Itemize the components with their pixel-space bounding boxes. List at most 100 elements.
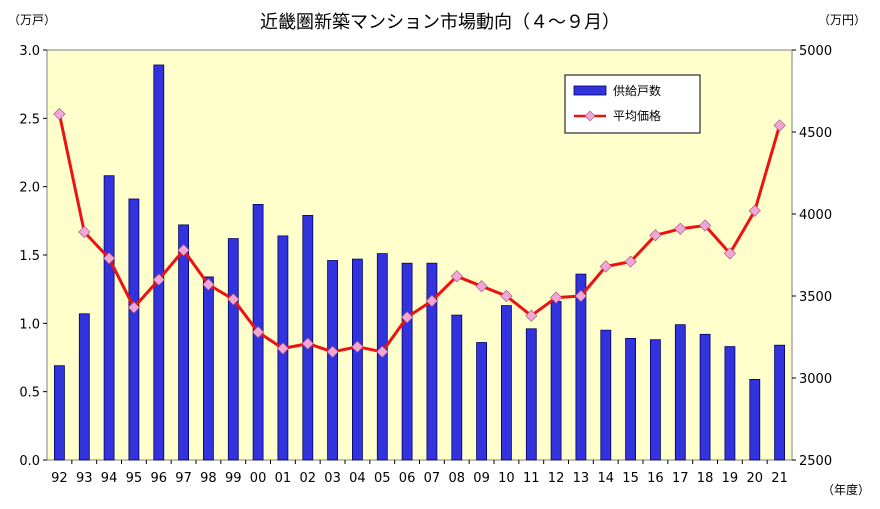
left-axis: 0.0 0.5 1.0 1.5 2.0 2.5 3.0 xyxy=(19,44,47,469)
left-tick-label: 2.5 xyxy=(19,112,40,127)
chart-title: 近畿圏新築マンション市場動向（４～９月） xyxy=(260,12,620,33)
bar-93 xyxy=(78,313,90,461)
point-10 xyxy=(500,289,513,303)
x-tick-label: 94 xyxy=(101,471,118,486)
left-axis-unit: （万戸） xyxy=(8,13,56,27)
line-series xyxy=(53,107,786,358)
x-tick-label: 97 xyxy=(175,471,192,486)
point-07 xyxy=(425,294,438,307)
x-tick-label: 07 xyxy=(424,471,441,486)
point-00 xyxy=(252,326,265,339)
point-99 xyxy=(227,293,240,306)
x-tick-label: 03 xyxy=(324,471,341,486)
x-tick-label: 00 xyxy=(250,471,267,486)
x-tick-label: 09 xyxy=(473,471,490,486)
bar-14 xyxy=(600,329,612,461)
right-tick-label: 3500 xyxy=(799,290,832,305)
point-13 xyxy=(574,289,587,303)
legend-marker xyxy=(584,110,596,122)
right-tick-label: 4000 xyxy=(799,208,832,223)
point-92 xyxy=(53,107,66,121)
point-20 xyxy=(748,204,761,217)
bar-16 xyxy=(650,339,661,461)
bar-17 xyxy=(674,324,686,461)
x-tick-label: 11 xyxy=(523,471,540,486)
right-tick-label: 2500 xyxy=(799,454,832,469)
bar-99 xyxy=(227,238,239,461)
x-tick-label: 16 xyxy=(647,471,664,486)
left-tick-label: 3.0 xyxy=(19,44,40,59)
left-tick-label: 0.0 xyxy=(19,454,40,469)
point-19 xyxy=(723,247,736,260)
x-tick-label: 98 xyxy=(200,471,217,486)
point-08 xyxy=(450,270,463,283)
x-tick-label: 19 xyxy=(722,471,739,486)
bar-20 xyxy=(749,378,761,461)
bar-08 xyxy=(451,314,463,461)
bar-98 xyxy=(202,276,214,461)
point-09 xyxy=(475,280,488,293)
point-03 xyxy=(326,345,339,358)
x-tick-label: 10 xyxy=(498,471,515,486)
x-tick-label: 18 xyxy=(697,471,714,486)
x-tick-label: 95 xyxy=(126,471,143,486)
x-tick-label: 06 xyxy=(399,471,416,486)
bar-07 xyxy=(426,262,438,461)
x-tick-label: 08 xyxy=(448,471,465,486)
bar-10 xyxy=(500,305,512,461)
x-tick-label: 92 xyxy=(51,471,68,486)
bar-04 xyxy=(351,258,363,461)
left-tick-label: 2.0 xyxy=(19,181,40,196)
point-94 xyxy=(103,252,116,265)
bar-11 xyxy=(525,328,537,461)
x-tick-label: 04 xyxy=(349,471,366,486)
right-tick-label: 3000 xyxy=(799,372,832,387)
bar-09 xyxy=(476,342,488,461)
x-tick-label: 15 xyxy=(622,471,639,486)
bar-96 xyxy=(153,64,165,461)
x-tick-label: 12 xyxy=(548,471,565,486)
x-tick-label: 02 xyxy=(299,471,316,486)
x-tick-label: 13 xyxy=(573,471,590,486)
point-97 xyxy=(177,244,190,257)
bar-21 xyxy=(774,344,785,461)
point-96 xyxy=(152,273,165,286)
point-04 xyxy=(351,340,364,353)
right-tick-label: 5000 xyxy=(799,44,832,59)
bar-15 xyxy=(625,337,636,461)
point-95 xyxy=(127,301,140,314)
x-tick-label: 96 xyxy=(150,471,167,486)
left-tick-label: 1.0 xyxy=(19,317,40,332)
legend-label-bars: 供給戸数 xyxy=(613,83,661,98)
point-21 xyxy=(773,119,786,132)
x-tick-label: 20 xyxy=(746,471,763,486)
point-11 xyxy=(525,309,538,322)
bar-18 xyxy=(699,333,711,461)
point-18 xyxy=(699,219,712,232)
x-axis-unit: （年度） xyxy=(822,482,870,497)
bar-06 xyxy=(401,262,413,461)
point-17 xyxy=(674,222,687,235)
legend: 供給戸数 平均価格 xyxy=(564,74,701,134)
x-axis: 92 93 94 95 96 97 98 99 00 01 02 03 04 05 06 07 08 09 10 11… xyxy=(51,460,788,486)
bar-94 xyxy=(103,175,115,461)
bar-95 xyxy=(128,198,140,461)
x-tick-label: 01 xyxy=(275,471,292,486)
bar-12 xyxy=(550,301,562,461)
point-93 xyxy=(78,225,91,239)
x-tick-label: 99 xyxy=(225,471,242,486)
bar-19 xyxy=(724,346,736,461)
point-02 xyxy=(301,337,314,350)
right-tick-label: 4500 xyxy=(799,126,832,141)
point-12 xyxy=(550,291,563,304)
left-tick-label: 1.5 xyxy=(19,249,40,264)
point-16 xyxy=(649,229,662,242)
x-tick-label: 93 xyxy=(76,471,93,486)
bar-03 xyxy=(327,260,339,461)
point-14 xyxy=(599,260,612,273)
legend-box xyxy=(564,74,701,134)
x-tick-label: 14 xyxy=(597,471,614,486)
right-axis-unit: （万円） xyxy=(818,13,866,27)
x-tick-label: 05 xyxy=(374,471,391,486)
